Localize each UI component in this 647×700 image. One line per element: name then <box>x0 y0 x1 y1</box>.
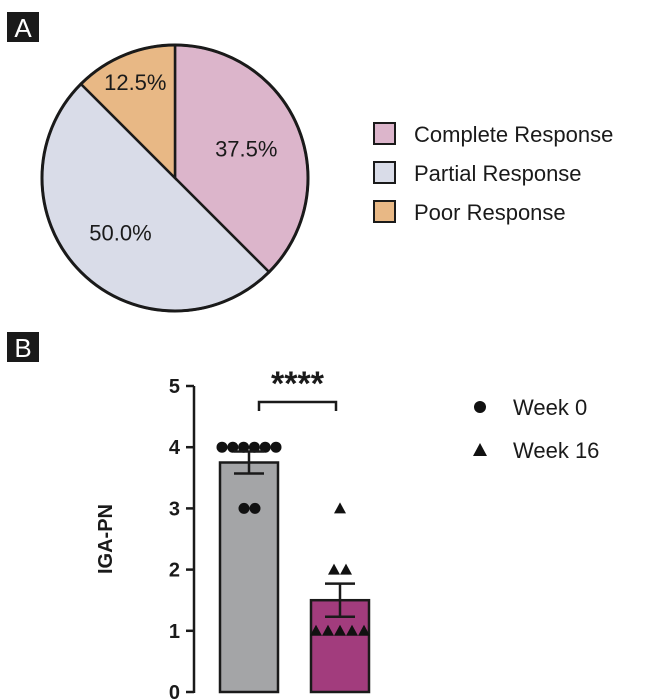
legend-marker-week-16 <box>473 443 487 456</box>
y-tick-label-4: 4 <box>169 437 181 459</box>
error-bar-week-16 <box>325 582 355 618</box>
bar-week-0 <box>218 461 280 694</box>
svg-text:B: B <box>14 333 31 363</box>
y-tick-label-1: 1 <box>169 621 180 643</box>
point-week-0-5 <box>270 441 282 453</box>
point-week-0-7 <box>249 502 261 514</box>
legend-swatch-partial-response <box>373 161 396 184</box>
bar-chart: 0 1 2 3 4 5 IGA-PN **** <box>95 365 371 700</box>
svg-text:A: A <box>14 13 32 43</box>
bar-legend: Week 0 Week 16 <box>473 395 599 463</box>
point-week-16-5 <box>334 624 346 636</box>
legend-swatch-poor-response <box>373 200 396 223</box>
legend-marker-week-0 <box>474 401 486 413</box>
point-week-0-0 <box>216 441 228 453</box>
point-week-0-4 <box>259 441 271 453</box>
panel-a-label: A <box>7 12 39 43</box>
panel-b-label: B <box>7 332 39 363</box>
significance-bracket <box>257 400 338 411</box>
point-week-16-6 <box>346 624 358 636</box>
legend-label-week-16: Week 16 <box>513 438 599 463</box>
point-week-0-3 <box>248 441 260 453</box>
y-tick-label-5: 5 <box>169 376 180 398</box>
y-tick-label-2: 2 <box>169 560 180 582</box>
legend-label-week-0: Week 0 <box>513 395 587 420</box>
y-tick-label-0: 0 <box>169 682 180 700</box>
point-week-0-6 <box>238 502 250 514</box>
pie-label-poor-response: 12.5% <box>104 70 166 95</box>
legend-label-poor-response: Poor Response <box>414 200 566 225</box>
y-axis-title: IGA-PN <box>95 504 117 574</box>
pie-legend: Complete Response Partial Response Poor Re… <box>373 122 613 225</box>
point-week-16-1 <box>328 563 340 575</box>
legend-label-partial-response: Partial Response <box>414 161 582 186</box>
pie-chart: 37.5% 50.0% 12.5% <box>40 43 310 313</box>
significance-label: **** <box>271 365 325 403</box>
point-week-16-0 <box>334 502 346 514</box>
pie-label-complete-response: 37.5% <box>215 136 277 161</box>
point-week-16-3 <box>310 624 322 636</box>
legend-label-complete-response: Complete Response <box>414 122 613 147</box>
point-week-16-7 <box>358 624 370 636</box>
pie-label-partial-response: 50.0% <box>89 221 151 246</box>
error-bar-week-0 <box>234 450 264 475</box>
y-tick-label-3: 3 <box>169 498 180 520</box>
point-week-16-4 <box>322 624 334 636</box>
point-week-0-1 <box>227 441 239 453</box>
point-week-16-2 <box>340 563 352 575</box>
legend-swatch-complete-response <box>373 122 396 145</box>
point-week-0-2 <box>238 441 250 453</box>
